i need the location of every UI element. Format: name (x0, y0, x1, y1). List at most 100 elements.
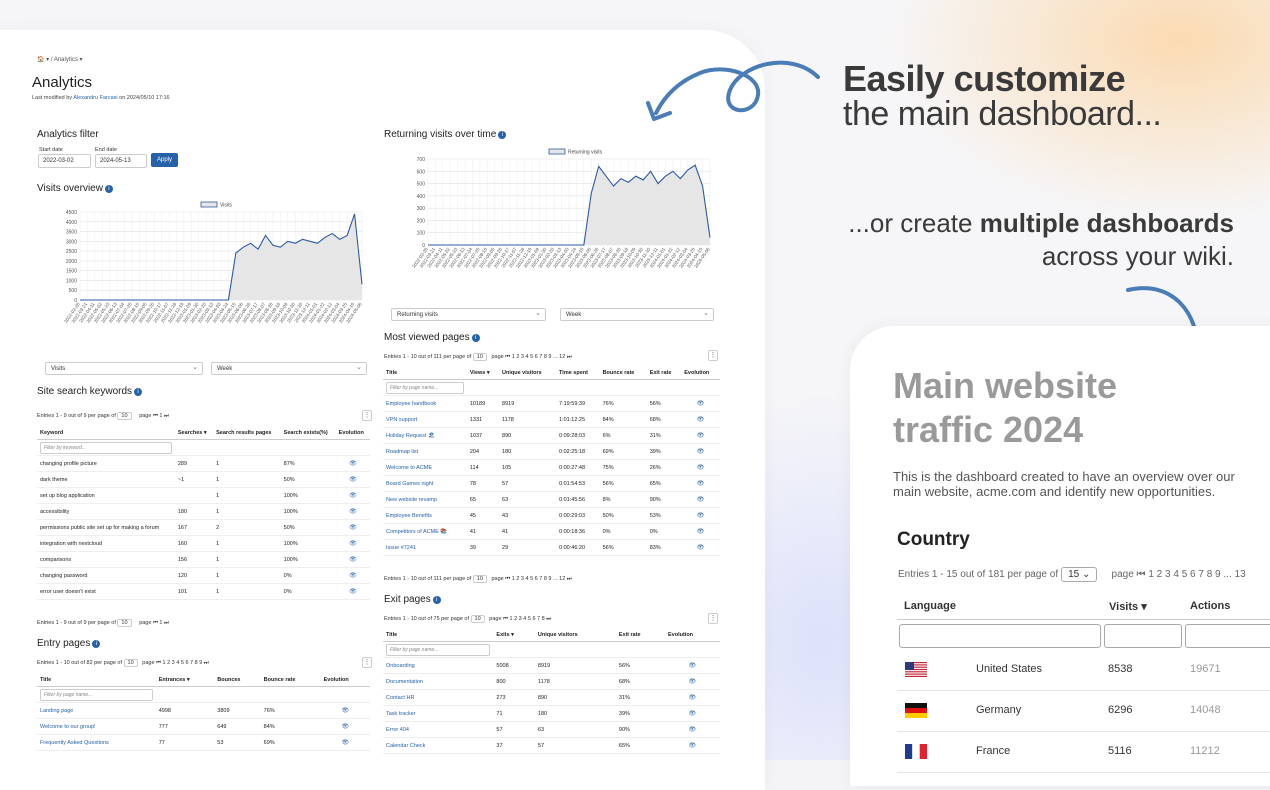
col-exit-rate[interactable]: Exit rate (646, 367, 682, 380)
actions-filter-input[interactable] (1185, 624, 1270, 648)
apply-button[interactable]: Apply (151, 153, 178, 167)
col-unique-visitors[interactable]: Unique visitors (499, 367, 557, 380)
per-page-select[interactable]: 10 (472, 353, 487, 361)
evolution-eye-icon[interactable]: 👁 (335, 455, 370, 472)
info-icon[interactable]: i (134, 388, 143, 396)
row-title[interactable]: Welcome to ACME (383, 459, 467, 476)
row-title[interactable]: Onboarding (383, 657, 494, 674)
col-time-spent[interactable]: Time spent (556, 367, 600, 380)
evolution-eye-icon[interactable]: 👁 (664, 737, 720, 754)
evolution-eye-icon[interactable]: 👁 (681, 507, 720, 524)
col-searches[interactable]: Searches ▾ (174, 427, 214, 440)
start-date-input[interactable]: 2022-03-02 (38, 154, 91, 168)
per-page-select[interactable]: 10 (470, 615, 485, 623)
visits-filter-input[interactable] (1104, 624, 1182, 648)
col-bounce-rate[interactable]: Bounce rate (260, 674, 321, 687)
row-title[interactable]: Frequently Asked Questions (37, 734, 156, 751)
info-icon[interactable]: i (432, 596, 441, 604)
col-title[interactable]: Title (383, 629, 494, 642)
page-nav[interactable]: page ⏮ 1 2 3 4 5 6 7 8 ⏭ (489, 616, 552, 622)
col-exits[interactable]: Exits ▾ (493, 629, 535, 642)
col-unique-visitors[interactable]: Unique visitors (534, 629, 616, 642)
col-entrances[interactable]: Entrances ▾ (155, 674, 215, 687)
page-nav[interactable]: page ⏮ 1 2 3 4 5 6 7 8 9 ... 12 ⏭ (491, 354, 572, 360)
evolution-eye-icon[interactable]: 👁 (681, 459, 720, 476)
row-title[interactable]: Contact HR (383, 689, 494, 706)
info-icon[interactable]: i (471, 334, 480, 342)
evolution-eye-icon[interactable]: 👁 (335, 503, 370, 520)
row-title[interactable]: Error 404 (383, 721, 494, 738)
per-page-select[interactable]: 10 (117, 619, 132, 627)
evolution-eye-icon[interactable]: 👁 (681, 523, 720, 540)
info-icon[interactable]: i (498, 131, 507, 139)
row-title[interactable]: Welcome to our group! (37, 718, 156, 735)
col-keyword[interactable]: Keyword (37, 427, 175, 440)
language-filter-input[interactable] (899, 624, 1101, 648)
more-options-button[interactable]: ⋮ (708, 350, 718, 361)
row-title[interactable]: Issue #7241 (383, 539, 467, 556)
page-nav[interactable]: page ⏮ 1 ⏭ (139, 413, 169, 419)
row-title[interactable]: Roadmap list (383, 443, 467, 460)
row-title[interactable]: Competitors of ACME 📚 (383, 523, 467, 540)
evolution-eye-icon[interactable]: 👁 (335, 567, 370, 584)
country-row[interactable]: France 5116 11212 (897, 732, 1270, 773)
returning-metric-select[interactable]: Returning visits (391, 308, 546, 321)
end-date-input[interactable]: 2024-05-13 (95, 154, 147, 168)
evolution-eye-icon[interactable]: 👁 (335, 583, 370, 600)
more-options-button[interactable]: ⋮ (362, 410, 372, 421)
evolution-eye-icon[interactable]: 👁 (681, 491, 720, 508)
page-nav[interactable]: page ⏮ 1 2 3 4 5 6 7 8 9 ... 12 ⏭ (491, 576, 572, 582)
row-title[interactable]: New website revamp (383, 491, 467, 508)
page-filter-input[interactable]: Filter by page name... (386, 643, 491, 656)
evolution-eye-icon[interactable]: 👁 (335, 519, 370, 536)
col-results-pages[interactable]: Search results pages (213, 427, 281, 440)
evolution-eye-icon[interactable]: 👁 (681, 443, 720, 460)
row-title[interactable]: Task tracker (383, 705, 494, 722)
per-page-select[interactable]: 10 (123, 659, 138, 667)
row-title[interactable]: Calendar Check (383, 737, 494, 754)
visits-metric-select[interactable]: Visits (45, 362, 203, 375)
more-options-button[interactable]: ⋮ (708, 613, 718, 624)
country-row[interactable]: United States 8538 19671 (897, 650, 1270, 691)
returning-period-select[interactable]: Week (560, 308, 714, 321)
col-bounce-rate[interactable]: Bounce rate (599, 367, 647, 380)
row-title[interactable]: Documentation (383, 673, 494, 690)
evolution-eye-icon[interactable]: 👁 (681, 539, 720, 556)
evolution-eye-icon[interactable]: 👁 (335, 471, 370, 488)
col-visits[interactable]: Visits ▾ (1109, 601, 1147, 613)
evolution-eye-icon[interactable]: 👁 (681, 475, 720, 492)
row-title[interactable]: Landing page (37, 702, 156, 719)
row-title[interactable]: Employee Benefits (383, 507, 467, 524)
evolution-eye-icon[interactable]: 👁 (664, 689, 720, 706)
page-nav[interactable]: page ⏮ 1 2 3 4 5 6 7 8 9 ⏭ (142, 660, 209, 666)
evolution-eye-icon[interactable]: 👁 (335, 535, 370, 552)
country-row[interactable]: Germany 6296 14048 (897, 691, 1270, 732)
breadcrumb[interactable]: 🏠 ▾ / Analytics ▾ (37, 57, 83, 63)
col-title[interactable]: Title (383, 367, 467, 380)
evolution-eye-icon[interactable]: 👁 (681, 395, 720, 412)
more-options-button[interactable]: ⋮ (362, 657, 372, 668)
row-title[interactable]: VPN support (383, 411, 467, 428)
evolution-eye-icon[interactable]: 👁 (335, 551, 370, 568)
visits-period-select[interactable]: Week (211, 362, 367, 375)
evolution-eye-icon[interactable]: 👁 (681, 427, 720, 444)
evolution-eye-icon[interactable]: 👁 (320, 734, 370, 751)
evolution-eye-icon[interactable]: 👁 (320, 718, 370, 735)
page-filter-input[interactable]: Filter by page name... (40, 688, 153, 701)
evolution-eye-icon[interactable]: 👁 (664, 721, 720, 738)
col-bounces[interactable]: Bounces (214, 674, 261, 687)
page-filter-input[interactable]: Filter by page name... (386, 381, 464, 394)
evolution-eye-icon[interactable]: 👁 (320, 702, 370, 719)
keyword-filter-input[interactable]: Filter by keyword... (40, 441, 172, 454)
per-page-select[interactable]: 10 (117, 412, 132, 420)
row-title[interactable]: Employee handbook (383, 395, 467, 412)
evolution-eye-icon[interactable]: 👁 (664, 673, 720, 690)
col-exit-rate[interactable]: Exit rate (615, 629, 665, 642)
per-page-select[interactable]: 10 (472, 575, 487, 583)
col-actions[interactable]: Actions (1190, 600, 1231, 612)
page-nav[interactable]: page ⏮ 1 ⏭ (139, 620, 169, 626)
evolution-eye-icon[interactable]: 👁 (681, 411, 720, 428)
col-language[interactable]: Language (904, 600, 956, 612)
col-views[interactable]: Views ▾ (466, 367, 500, 380)
col-title[interactable]: Title (37, 674, 156, 687)
